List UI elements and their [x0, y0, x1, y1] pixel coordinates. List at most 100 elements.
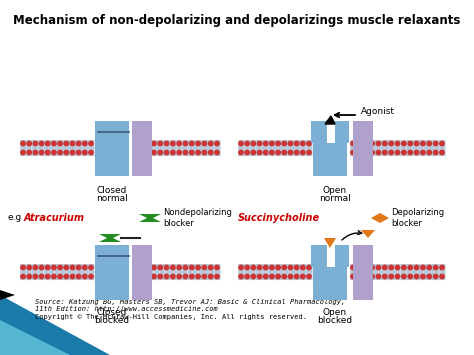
Circle shape	[215, 265, 219, 270]
Polygon shape	[139, 214, 161, 222]
Circle shape	[421, 141, 425, 146]
Bar	[109, 245, 115, 267]
Bar	[327, 120, 335, 142]
Circle shape	[76, 265, 81, 270]
Circle shape	[177, 274, 182, 279]
Circle shape	[52, 141, 56, 146]
Circle shape	[282, 274, 286, 279]
Circle shape	[190, 141, 194, 146]
Circle shape	[76, 141, 81, 146]
Circle shape	[351, 150, 355, 155]
Circle shape	[209, 150, 213, 155]
Circle shape	[433, 141, 438, 146]
Bar	[132, 264, 220, 280]
Circle shape	[183, 274, 188, 279]
Circle shape	[70, 274, 74, 279]
Bar	[95, 245, 129, 300]
Text: Succinycholine: Succinycholine	[238, 213, 320, 223]
Text: 11th Edition: http://www.accessmedicine.com: 11th Edition: http://www.accessmedicine.…	[35, 306, 218, 312]
Text: Depolarizing: Depolarizing	[391, 208, 444, 217]
Circle shape	[133, 265, 137, 270]
Circle shape	[376, 150, 381, 155]
Circle shape	[202, 141, 207, 146]
Circle shape	[282, 265, 286, 270]
Text: Copyright © The McGraw-Hill Companies, Inc. All rights reserved.: Copyright © The McGraw-Hill Companies, I…	[35, 314, 307, 320]
Circle shape	[408, 141, 412, 146]
Circle shape	[251, 150, 255, 155]
Bar	[350, 140, 445, 156]
Circle shape	[177, 265, 182, 270]
Circle shape	[177, 141, 182, 146]
Circle shape	[427, 274, 431, 279]
Circle shape	[440, 141, 444, 146]
Circle shape	[395, 141, 400, 146]
Circle shape	[294, 265, 299, 270]
Circle shape	[64, 274, 68, 279]
Circle shape	[395, 150, 400, 155]
Circle shape	[389, 150, 393, 155]
Text: Atracurium: Atracurium	[24, 213, 85, 223]
Text: Nondepolarizing: Nondepolarizing	[163, 208, 232, 217]
Circle shape	[64, 265, 68, 270]
Text: Open: Open	[323, 308, 347, 317]
Circle shape	[27, 150, 31, 155]
Circle shape	[82, 150, 87, 155]
Circle shape	[264, 274, 268, 279]
Bar	[335, 245, 349, 267]
Circle shape	[288, 141, 292, 146]
Circle shape	[27, 265, 31, 270]
Circle shape	[421, 265, 425, 270]
Text: Source: Katzung BG, Masters SB, Trevor AJ: Basic & Clinical Pharmacology,: Source: Katzung BG, Masters SB, Trevor A…	[35, 299, 345, 305]
Circle shape	[21, 274, 25, 279]
Circle shape	[196, 150, 201, 155]
Circle shape	[251, 141, 255, 146]
Circle shape	[139, 265, 144, 270]
Text: normal: normal	[319, 194, 351, 203]
Circle shape	[58, 141, 62, 146]
Text: e.g: e.g	[8, 213, 22, 223]
Circle shape	[245, 141, 249, 146]
Circle shape	[307, 265, 311, 270]
Text: normal: normal	[96, 194, 128, 203]
Text: Closed: Closed	[97, 186, 127, 195]
Circle shape	[209, 265, 213, 270]
Circle shape	[33, 265, 37, 270]
Circle shape	[270, 265, 274, 270]
Circle shape	[52, 265, 56, 270]
Circle shape	[46, 141, 50, 146]
Circle shape	[389, 141, 393, 146]
Circle shape	[370, 274, 374, 279]
Circle shape	[33, 274, 37, 279]
Circle shape	[433, 274, 438, 279]
Circle shape	[21, 150, 25, 155]
Polygon shape	[99, 234, 121, 242]
Circle shape	[414, 274, 419, 279]
Circle shape	[190, 150, 194, 155]
Circle shape	[190, 274, 194, 279]
Circle shape	[288, 150, 292, 155]
Circle shape	[21, 265, 25, 270]
Circle shape	[46, 265, 50, 270]
Bar	[20, 264, 94, 280]
Bar	[109, 120, 115, 142]
Circle shape	[171, 141, 175, 146]
Circle shape	[421, 274, 425, 279]
Circle shape	[89, 150, 93, 155]
Bar	[132, 140, 220, 156]
Text: Open: Open	[323, 186, 347, 195]
Circle shape	[301, 150, 305, 155]
Circle shape	[239, 150, 243, 155]
Bar	[132, 120, 152, 175]
Polygon shape	[325, 116, 335, 124]
Circle shape	[58, 150, 62, 155]
Circle shape	[146, 274, 150, 279]
Circle shape	[202, 150, 207, 155]
Circle shape	[301, 141, 305, 146]
Circle shape	[414, 150, 419, 155]
Circle shape	[171, 265, 175, 270]
Circle shape	[257, 274, 262, 279]
Circle shape	[294, 141, 299, 146]
Circle shape	[183, 265, 188, 270]
Circle shape	[301, 265, 305, 270]
Circle shape	[364, 150, 368, 155]
